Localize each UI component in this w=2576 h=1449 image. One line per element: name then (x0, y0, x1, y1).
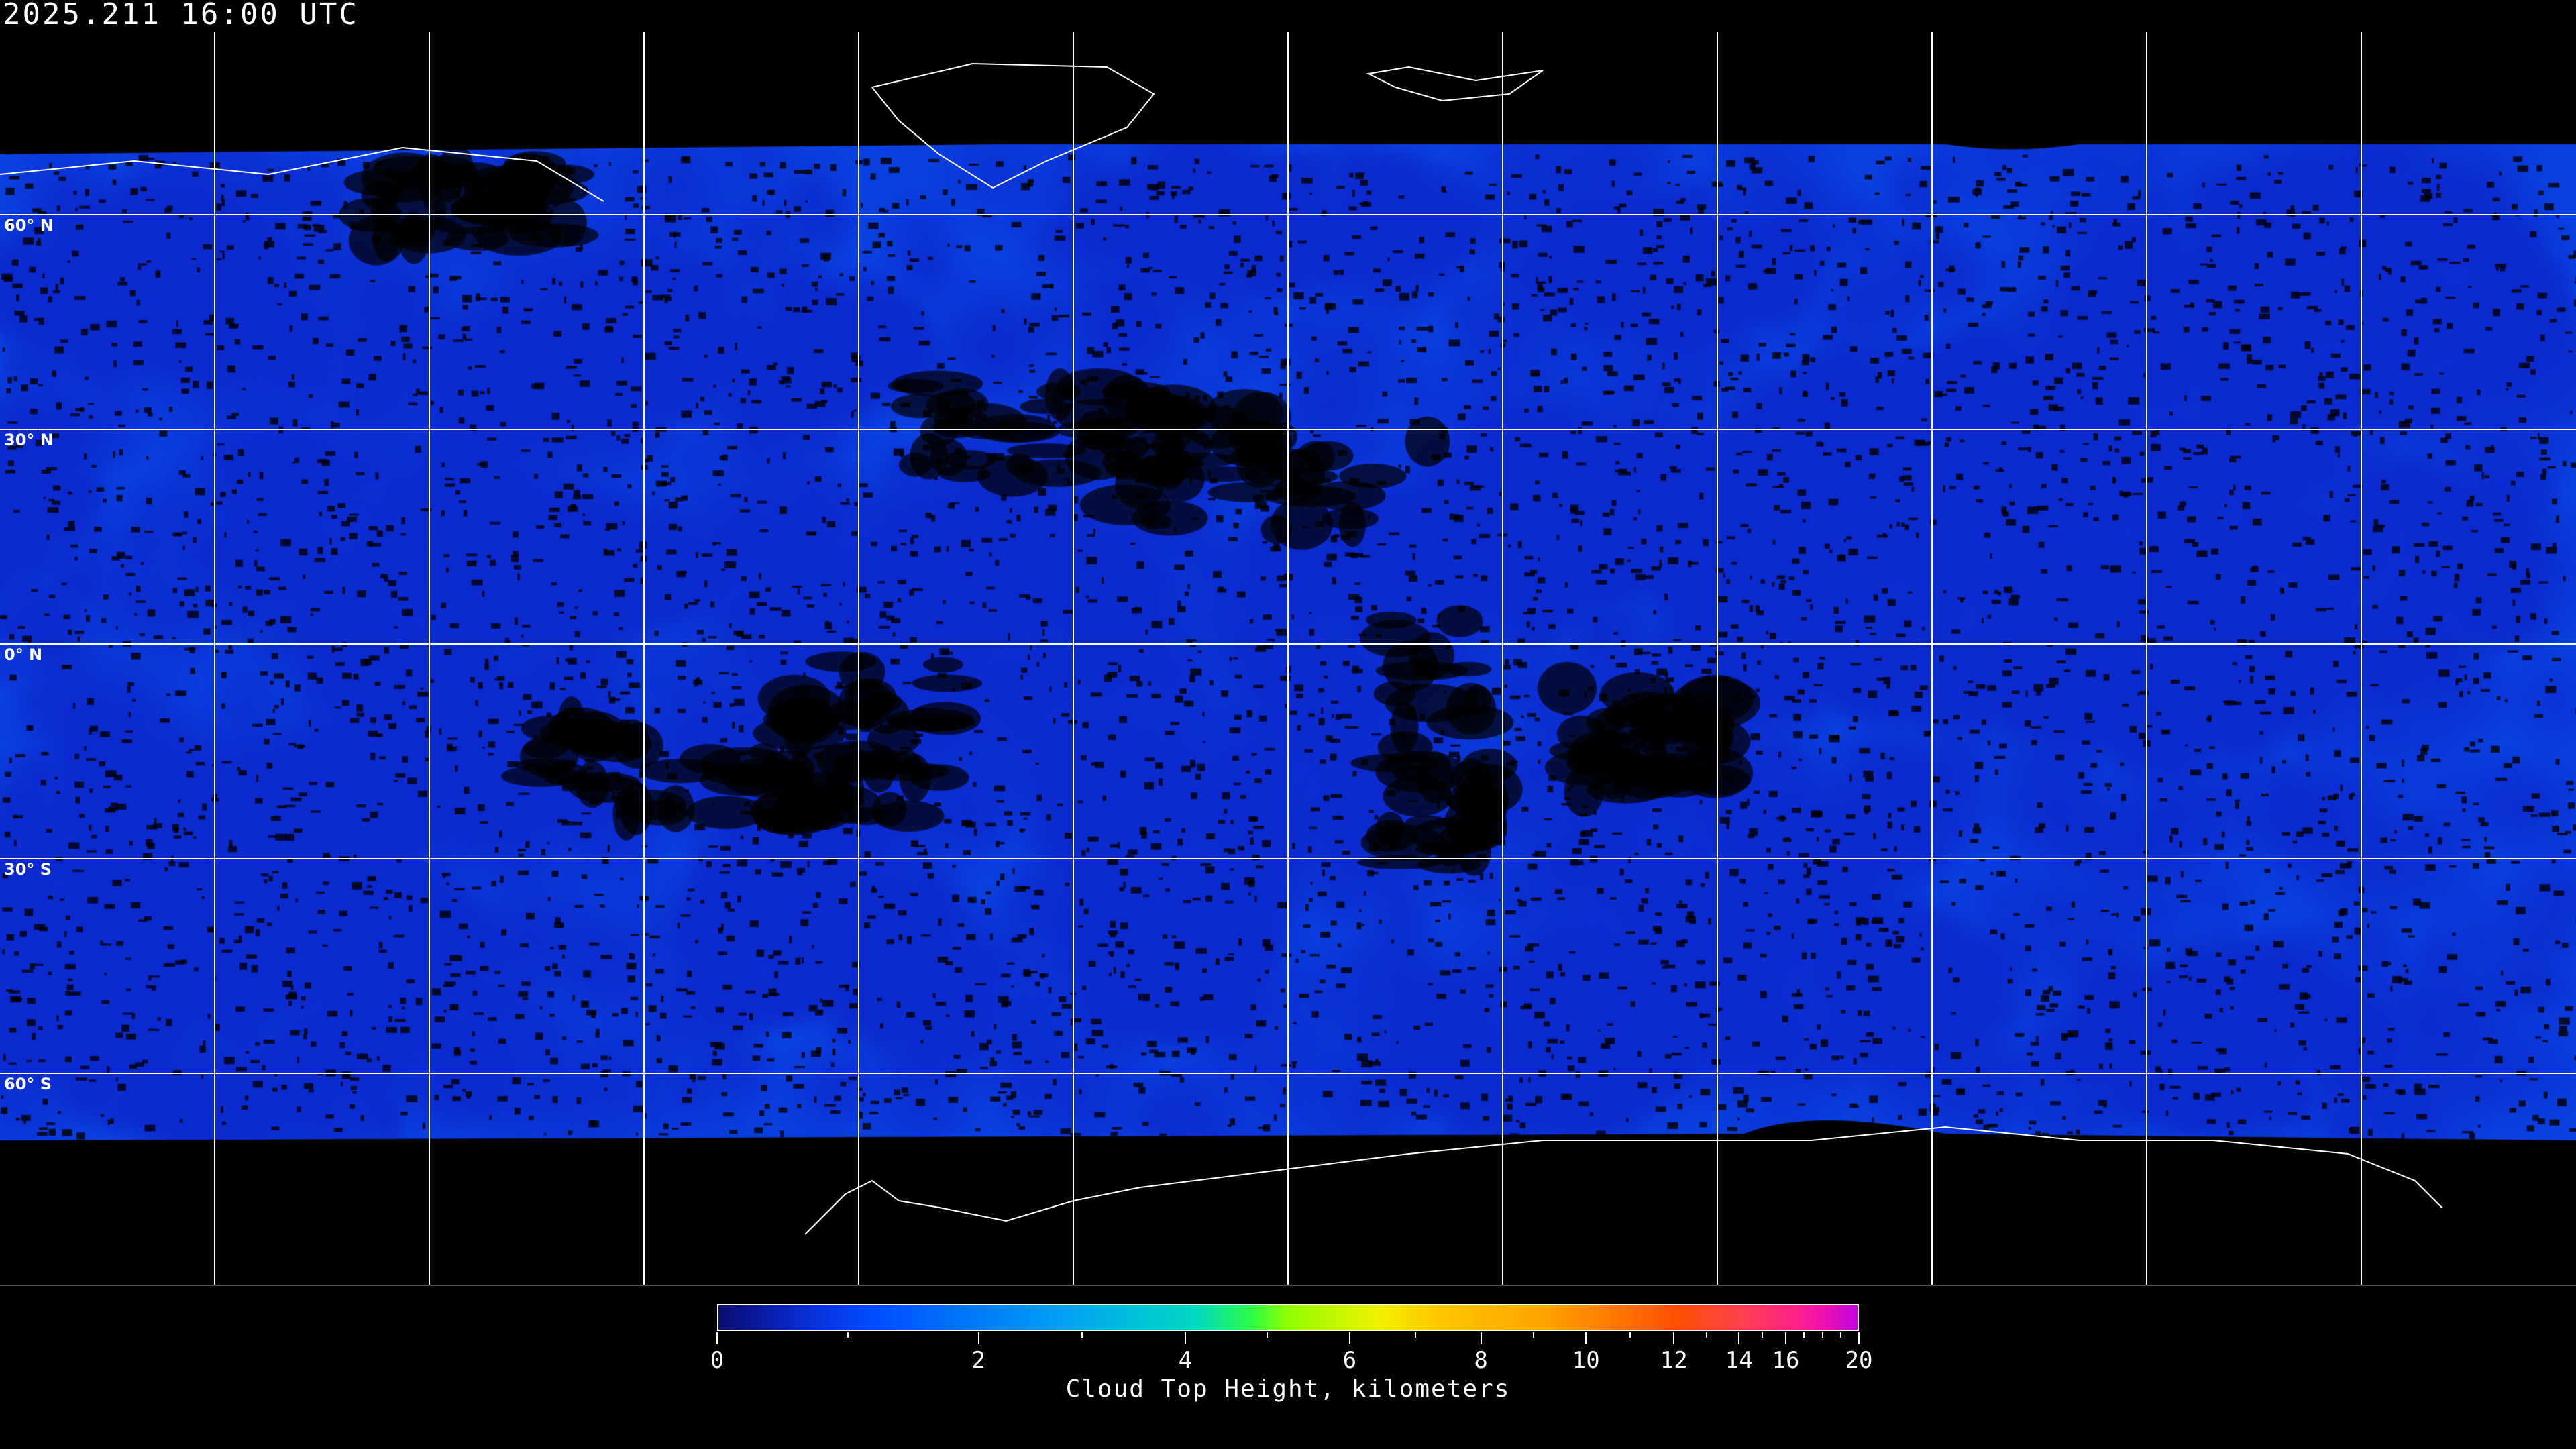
minor-tick (1762, 1332, 1764, 1338)
tick-label: 0 (710, 1347, 724, 1374)
lat-label-60n: 60° N (4, 216, 54, 235)
tick-label: 4 (1178, 1347, 1193, 1374)
lat-label-30n: 30° N (4, 431, 54, 449)
tick-label: 20 (1845, 1347, 1873, 1374)
minor-tick (1414, 1332, 1416, 1338)
minor-tick (847, 1332, 849, 1338)
lat-label-30s: 30° S (4, 860, 52, 879)
tick-label: 2 (971, 1347, 985, 1374)
major-tick (1858, 1332, 1860, 1344)
tick-label: 16 (1772, 1347, 1800, 1374)
greenland-coastline (871, 62, 1155, 189)
minor-tick (1803, 1332, 1805, 1338)
major-tick (977, 1332, 979, 1344)
tick-label: 8 (1474, 1347, 1488, 1374)
minor-tick (1821, 1332, 1823, 1338)
minor-tick (1532, 1332, 1534, 1338)
colorbar-ticks: 0 2 4 6 8 10 12 14 16 20 (710, 1332, 1872, 1386)
major-tick (1673, 1332, 1675, 1344)
minor-tick (1267, 1332, 1269, 1338)
major-tick (716, 1332, 718, 1344)
svalbard-coastline (1366, 66, 1544, 102)
colorbar (717, 1304, 1859, 1331)
minor-tick (1705, 1332, 1707, 1338)
tick-label: 10 (1572, 1347, 1600, 1374)
map-border (0, 1285, 2576, 1286)
major-tick (1585, 1332, 1587, 1344)
minor-tick (1081, 1332, 1083, 1338)
major-tick (1785, 1332, 1787, 1344)
lat-label-0n: 0° N (4, 645, 43, 664)
lat-label-60s: 60° S (4, 1075, 52, 1093)
major-tick (1480, 1332, 1482, 1344)
antarctica-coastline (804, 1126, 2443, 1235)
minor-tick (1839, 1332, 1841, 1338)
timestamp: 2025.211 16:00 UTC (3, 0, 359, 32)
major-tick (1184, 1332, 1186, 1344)
tick-label: 14 (1725, 1347, 1753, 1374)
colorbar-title: Cloud Top Height, kilometers (1065, 1375, 1511, 1403)
tick-label: 12 (1660, 1347, 1688, 1374)
minor-tick (1629, 1332, 1631, 1338)
map-overlay (0, 32, 2576, 1285)
tick-label: 6 (1342, 1347, 1357, 1374)
major-tick (1738, 1332, 1740, 1344)
major-tick (1348, 1332, 1350, 1344)
arctic-coastline (0, 146, 604, 202)
cloud-top-height-map: 2025.211 16:00 UTC 60° N 30° N 0° N 30° … (0, 0, 2576, 1285)
